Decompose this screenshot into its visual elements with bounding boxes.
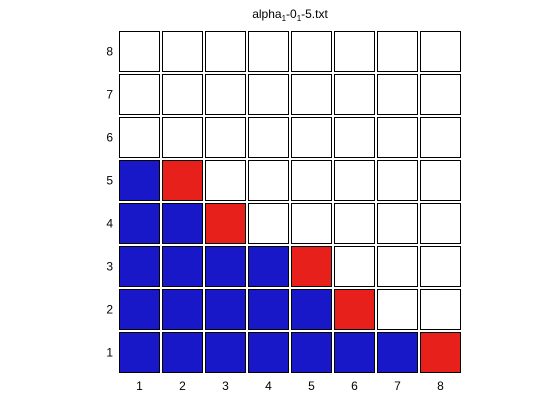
grid-cell-white [420,31,461,72]
grid-cell-blue [248,332,289,373]
cell-grid [119,31,461,373]
grid-cell-blue [377,332,418,373]
grid-cell-blue [205,246,246,287]
grid-cell-white [205,74,246,115]
grid-cell-red [291,246,332,287]
grid-cell-white [420,160,461,201]
grid-cell-red [420,332,461,373]
grid-cell-white [334,246,375,287]
grid-cell-white [377,117,418,158]
grid-cell-white [420,246,461,287]
grid-cell-white [377,289,418,330]
grid-cell-blue [119,160,160,201]
grid-cell-white [420,74,461,115]
grid-cell-white [291,74,332,115]
grid-cell-white [248,117,289,158]
grid-cell-blue [248,289,289,330]
grid-cell-white [162,74,203,115]
grid-cell-blue [205,289,246,330]
y-tick-label: 1 [106,346,113,360]
chart-title-part: alpha [252,7,282,21]
y-tick-label: 4 [106,217,113,231]
x-tick-label: 4 [265,379,272,393]
grid-cell-blue [119,246,160,287]
grid-cell-blue [162,332,203,373]
y-tick-label: 6 [106,131,113,145]
grid-cell-white [291,31,332,72]
grid-cell-white [420,289,461,330]
chart-title-part: 1 [297,14,302,23]
grid-cell-white [205,160,246,201]
chart-title-part: -0 [286,7,297,21]
grid-cell-white [291,160,332,201]
y-tick-label: 7 [106,88,113,102]
x-tick-label: 3 [222,379,229,393]
chart-title-part: 1 [282,14,287,23]
grid-cell-blue [291,289,332,330]
grid-cell-blue [248,246,289,287]
grid-cell-white [162,31,203,72]
grid-cell-blue [119,332,160,373]
grid-cell-white [377,246,418,287]
grid-cell-white [377,203,418,244]
grid-cell-white [420,117,461,158]
grid-cell-blue [162,289,203,330]
grid-cell-blue [291,332,332,373]
grid-cell-blue [162,246,203,287]
grid-cell-white [205,117,246,158]
grid-cell-white [334,160,375,201]
y-axis-ticks: 1 2 3 4 5 6 7 8 [106,45,113,360]
grid-cell-white [377,31,418,72]
grid-cell-blue [334,332,375,373]
grid-cell-blue [119,203,160,244]
grid-cell-white [291,117,332,158]
grid-cell-white [119,117,160,158]
grid-cell-white [334,74,375,115]
grid-cell-white [248,74,289,115]
grid-cell-blue [162,203,203,244]
grid-cell-white [248,160,289,201]
grid-cell-red [334,289,375,330]
grid-cell-red [162,160,203,201]
grid-cell-white [334,31,375,72]
chart-title: alpha1-01-5.txt [252,7,328,23]
x-tick-label: 6 [351,379,358,393]
y-tick-label: 5 [106,174,113,188]
grid-cell-white [119,31,160,72]
x-tick-label: 5 [308,379,315,393]
x-axis-ticks: 1 2 3 4 5 6 7 8 [136,379,444,393]
grid-cell-red [205,203,246,244]
grid-cell-white [162,117,203,158]
grid-cell-white [291,203,332,244]
grid-cell-white [377,160,418,201]
y-tick-label: 8 [106,45,113,59]
x-tick-label: 2 [179,379,186,393]
grid-cell-white [377,74,418,115]
grid-cell-white [248,203,289,244]
y-tick-label: 2 [106,303,113,317]
chart-title-part: -5.txt [301,7,328,21]
grid-cell-white [119,74,160,115]
x-tick-label: 7 [394,379,401,393]
grid-cell-white [334,203,375,244]
grid-cell-blue [119,289,160,330]
grid-cell-white [420,203,461,244]
grid-cell-white [334,117,375,158]
x-tick-label: 8 [437,379,444,393]
grid-cell-white [205,31,246,72]
grid-cell-blue [205,332,246,373]
x-tick-label: 1 [136,379,143,393]
y-tick-label: 3 [106,260,113,274]
grid-cell-white [248,31,289,72]
